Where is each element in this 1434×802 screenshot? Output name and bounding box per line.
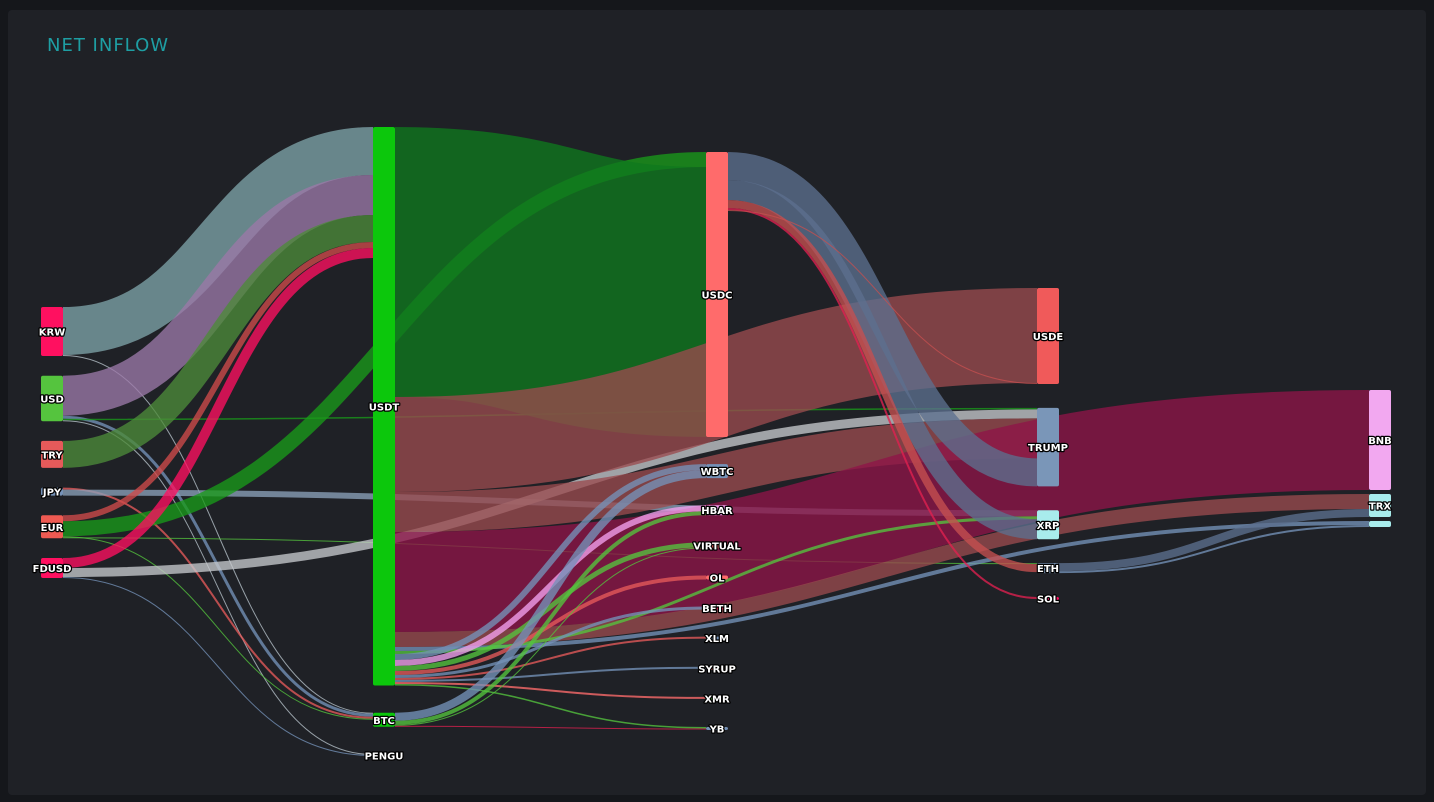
node-hbar[interactable] xyxy=(706,505,728,516)
link-usdc-to-xrp[interactable] xyxy=(727,180,1038,540)
node-label-usdt: USDT xyxy=(369,402,400,413)
link-usdc-to-trump[interactable] xyxy=(727,152,1038,487)
node-wbtc[interactable] xyxy=(706,464,728,479)
node-fdusd[interactable] xyxy=(41,558,63,578)
link-usdt-to-x5[interactable] xyxy=(394,521,1370,651)
node-btc[interactable] xyxy=(373,712,395,727)
node-label-fdusd: FDUSD xyxy=(33,564,72,575)
node-try[interactable] xyxy=(41,440,63,468)
node-label-usd: USD xyxy=(40,394,64,405)
link-usdc-to-usde[interactable] xyxy=(727,210,1038,384)
node-pengu[interactable] xyxy=(373,754,395,757)
link-usd-to-usdt[interactable] xyxy=(62,175,374,416)
link-usdc-to-sol[interactable] xyxy=(727,208,1038,599)
node-beth[interactable] xyxy=(706,606,728,610)
node-xmr[interactable] xyxy=(706,696,728,700)
node-bnb[interactable] xyxy=(1369,390,1391,490)
node-label-hbar: HBAR xyxy=(701,506,733,517)
link-try-to-usdt[interactable] xyxy=(62,215,374,468)
node-label-trump: TRUMP xyxy=(1028,443,1068,454)
node-trx[interactable] xyxy=(1369,494,1391,517)
link-usdt-to-ol[interactable] xyxy=(394,575,707,675)
node-label-beth: BETH xyxy=(702,604,732,615)
node-usd[interactable] xyxy=(41,375,63,422)
node-label-xlm: XLM xyxy=(705,634,729,645)
link-btc-to-wbtc[interactable] xyxy=(394,470,707,721)
node-label-eth: ETH xyxy=(1037,564,1059,575)
node-label-usde: USDE xyxy=(1033,332,1064,343)
labels-layer: KRW USD TRY JPY EUR FDUSD USDT BTC PENGU USDC WBTC… xyxy=(31,289,1393,764)
links-layer xyxy=(62,127,1370,756)
node-label-krw: KRW xyxy=(39,328,65,339)
link-fdusd-to-usdt[interactable] xyxy=(62,248,374,568)
node-label-xrp: XRP xyxy=(1037,521,1060,532)
node-krw[interactable] xyxy=(41,307,63,356)
node-label-eur: EUR xyxy=(41,523,64,534)
node-eur[interactable] xyxy=(41,515,63,539)
link-eur-to-usdt[interactable] xyxy=(62,242,374,522)
link-eth-to-trx[interactable] xyxy=(1058,509,1370,572)
link-usdt-to-syrup[interactable] xyxy=(394,666,707,682)
node-xrp[interactable] xyxy=(1037,510,1059,540)
node-sol[interactable] xyxy=(1037,597,1059,600)
link-usdt-to-yb[interactable] xyxy=(394,684,707,729)
node-jpy[interactable] xyxy=(41,487,63,496)
node-virtual[interactable] xyxy=(706,542,728,549)
link-btc-to-hbar[interactable] xyxy=(394,511,707,725)
link-usdt-to-xlm[interactable] xyxy=(394,636,707,680)
link-usdt-to-hbar[interactable] xyxy=(394,505,707,666)
node-label-virtual: VIRTUAL xyxy=(693,541,741,552)
link-usdt-to-bnb[interactable] xyxy=(394,390,1370,632)
node-label-trx: TRX xyxy=(1369,502,1392,513)
link-usdt-to-beth[interactable] xyxy=(394,606,707,678)
node-x5[interactable] xyxy=(1369,521,1391,527)
node-label-try: TRY xyxy=(41,450,63,461)
node-label-xmr: XMR xyxy=(704,694,730,705)
node-usde[interactable] xyxy=(1037,288,1059,384)
link-btc-to-yb[interactable] xyxy=(394,725,707,730)
link-eth-to-x5[interactable] xyxy=(1058,525,1370,574)
node-syrup[interactable] xyxy=(706,666,728,670)
node-label-usdc: USDC xyxy=(702,291,733,302)
link-krw-to-usdt[interactable] xyxy=(62,127,374,355)
link-usdt-to-wbtc[interactable] xyxy=(394,464,707,660)
node-label-bnb: BNB xyxy=(1368,436,1392,447)
node-eth[interactable] xyxy=(1037,563,1059,574)
link-btc-to-virtual[interactable] xyxy=(394,547,707,726)
link-usdt-to-usdc[interactable] xyxy=(393,127,708,437)
node-label-pengu: PENGU xyxy=(365,752,404,763)
node-label-yb: YB xyxy=(709,725,725,736)
node-label-ol: OL xyxy=(710,573,726,584)
link-usdc-to-eth[interactable] xyxy=(727,200,1038,573)
nodes-layer xyxy=(41,127,1391,757)
node-label-btc: BTC xyxy=(373,716,395,727)
link-fdusd-to-pengu[interactable] xyxy=(62,577,374,756)
node-xlm[interactable] xyxy=(706,636,728,640)
node-usdt[interactable] xyxy=(373,127,395,686)
node-ol[interactable] xyxy=(706,575,728,580)
node-label-syrup: SYRUP xyxy=(698,664,736,675)
node-label-jpy: JPY xyxy=(42,488,62,499)
link-usdt-to-xmr[interactable] xyxy=(394,682,707,699)
node-yb[interactable] xyxy=(706,727,728,730)
node-trump[interactable] xyxy=(1037,407,1059,487)
node-label-wbtc: WBTC xyxy=(701,467,734,478)
chart-title: NET INFLOW xyxy=(47,35,170,56)
node-label-sol: SOL xyxy=(1037,595,1060,606)
node-usdc[interactable] xyxy=(706,152,728,437)
link-usdt-to-virtual[interactable] xyxy=(394,542,707,671)
